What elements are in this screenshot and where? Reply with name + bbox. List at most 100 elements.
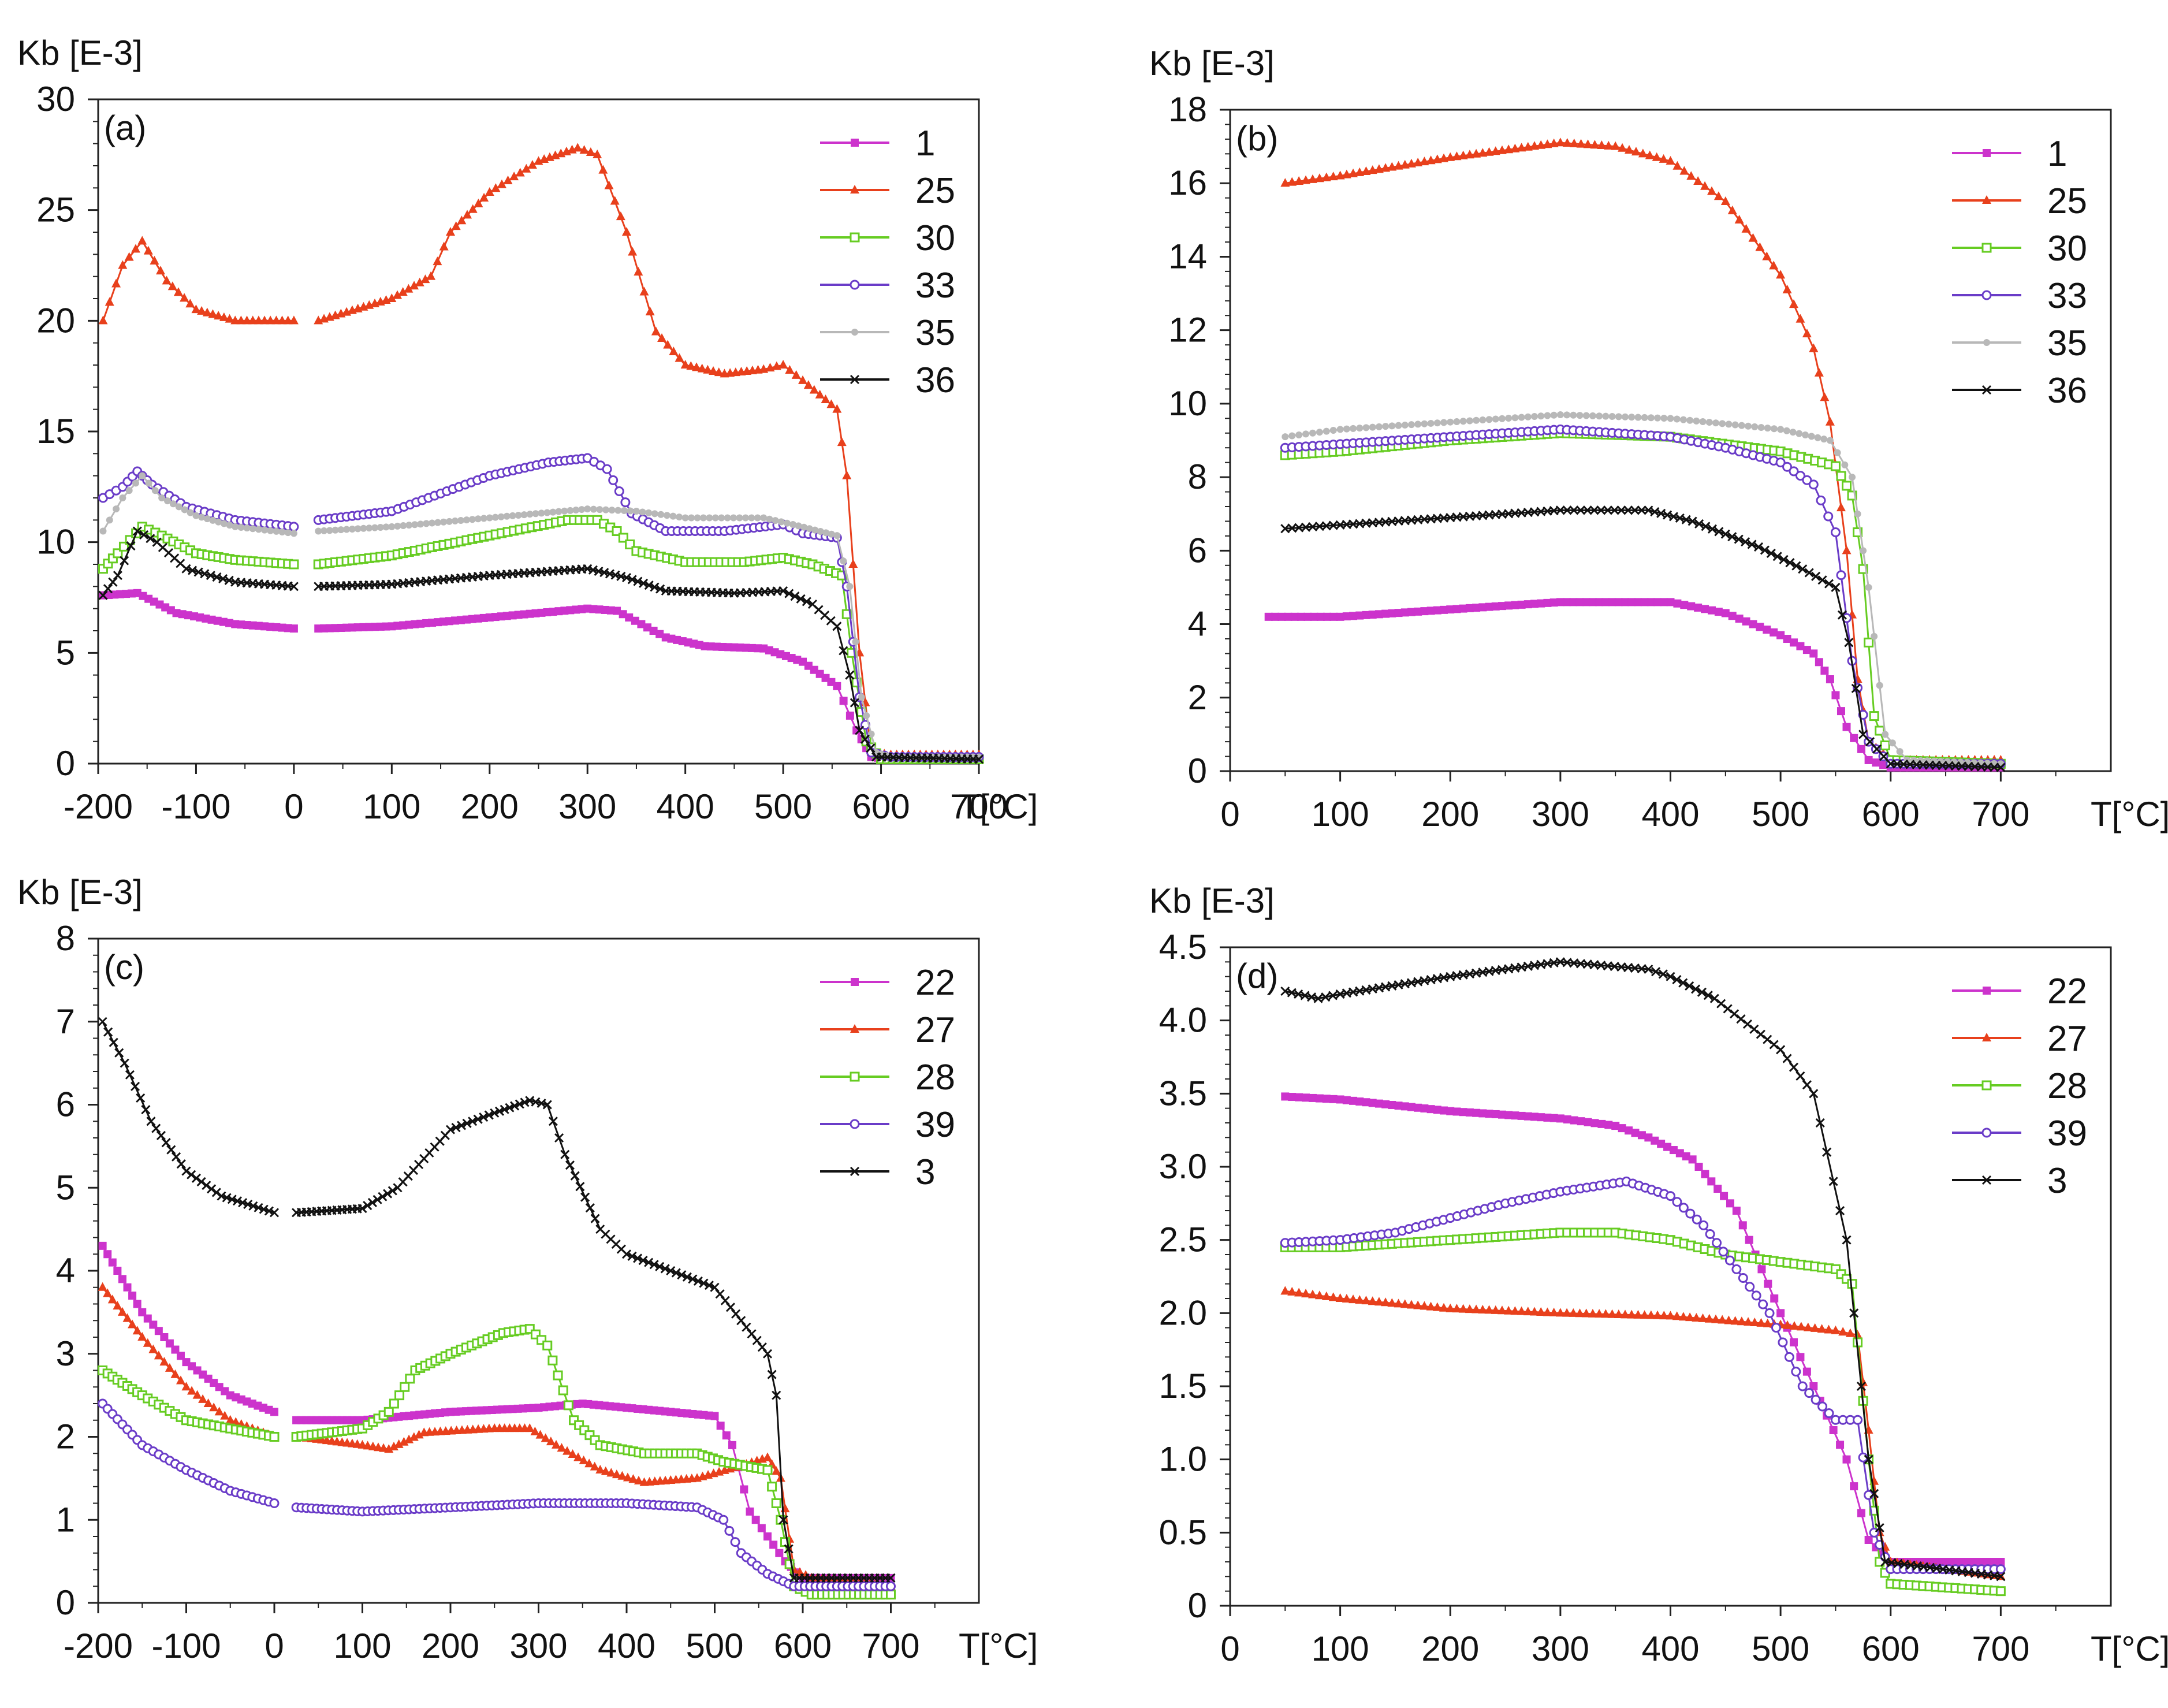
marker (1964, 1558, 1973, 1566)
marker (143, 245, 153, 255)
y-tick-label: 0 (56, 744, 75, 783)
marker (1336, 612, 1344, 621)
marker (1714, 527, 1724, 537)
marker (1426, 155, 1436, 165)
marker (1640, 1310, 1649, 1319)
marker (1491, 1305, 1500, 1314)
x-tick-label: 600 (1862, 795, 1920, 833)
marker (752, 1335, 762, 1345)
marker (866, 743, 876, 753)
marker (1996, 1558, 2005, 1566)
marker (1938, 1558, 1947, 1566)
x-tick-label: -200 (64, 1627, 133, 1665)
marker (451, 517, 459, 524)
marker (1995, 1564, 2006, 1575)
legend-item: 35 (820, 313, 955, 353)
marker (1982, 1033, 1991, 1041)
y-tick-label: 3.5 (1159, 1074, 1207, 1112)
marker (254, 315, 263, 325)
marker (1724, 1255, 1735, 1266)
marker (1685, 1312, 1695, 1322)
marker (1308, 1093, 1317, 1102)
marker (1492, 415, 1499, 423)
marker (1830, 527, 1841, 538)
legend-label: 25 (2047, 181, 2087, 221)
marker (763, 1452, 772, 1461)
marker (125, 1070, 135, 1080)
marker (1590, 140, 1600, 149)
marker (712, 514, 719, 522)
marker (771, 1498, 781, 1508)
marker (1281, 1092, 1290, 1101)
marker (1307, 1289, 1317, 1298)
marker (1556, 598, 1564, 606)
marker (828, 530, 835, 538)
marker (1685, 1208, 1696, 1219)
marker (1627, 598, 1636, 606)
marker (1414, 607, 1422, 616)
marker (1864, 736, 1874, 747)
marker (1776, 631, 1785, 639)
marker (394, 1390, 405, 1401)
marker (541, 1433, 550, 1442)
y-tick-label: 20 (36, 301, 75, 340)
marker (113, 505, 120, 513)
marker (677, 1270, 687, 1280)
marker (269, 1208, 280, 1218)
marker (655, 630, 664, 638)
marker (137, 236, 147, 245)
marker (1569, 505, 1579, 515)
marker (1844, 638, 1854, 648)
marker (1669, 1146, 1678, 1155)
marker (1716, 999, 1726, 1009)
marker (388, 1186, 397, 1196)
marker (718, 514, 725, 522)
marker (474, 515, 482, 523)
marker (697, 363, 707, 373)
marker (1738, 1221, 1747, 1230)
marker (1607, 1309, 1617, 1318)
marker (1321, 172, 1331, 181)
marker (842, 470, 852, 479)
marker (1604, 1121, 1613, 1129)
marker (855, 725, 865, 735)
marker (1824, 579, 1834, 589)
marker (1465, 604, 1474, 612)
marker (150, 255, 159, 265)
marker (1713, 191, 1723, 200)
marker (267, 527, 274, 534)
marker (1420, 1104, 1429, 1112)
marker (1614, 1309, 1623, 1319)
marker (1562, 505, 1572, 515)
legend-label: 36 (2047, 371, 2087, 411)
marker (1836, 570, 1846, 581)
marker (1523, 1112, 1532, 1121)
marker (817, 527, 824, 535)
marker (197, 306, 207, 315)
marker (1763, 626, 1771, 634)
marker (644, 581, 654, 590)
marker (1395, 422, 1402, 429)
marker (579, 1455, 588, 1464)
marker (1653, 598, 1662, 606)
marker (631, 616, 639, 625)
marker (1307, 174, 1317, 183)
marker (1688, 1155, 1697, 1164)
marker (1394, 1298, 1403, 1308)
marker (1872, 758, 1880, 767)
marker (1713, 1185, 1722, 1193)
marker (585, 1203, 595, 1213)
marker (1603, 505, 1613, 515)
series-line (1285, 1095, 2001, 1563)
marker (748, 514, 755, 522)
marker (839, 646, 848, 656)
marker (1783, 1320, 1793, 1329)
marker (1368, 165, 1377, 174)
marker (1983, 339, 1990, 346)
marker (806, 525, 813, 533)
marker (772, 1466, 781, 1475)
marker (128, 1319, 137, 1329)
y-axis-label: Kb [E-3] (1149, 44, 1275, 83)
marker (1374, 610, 1383, 619)
marker (1407, 421, 1415, 429)
